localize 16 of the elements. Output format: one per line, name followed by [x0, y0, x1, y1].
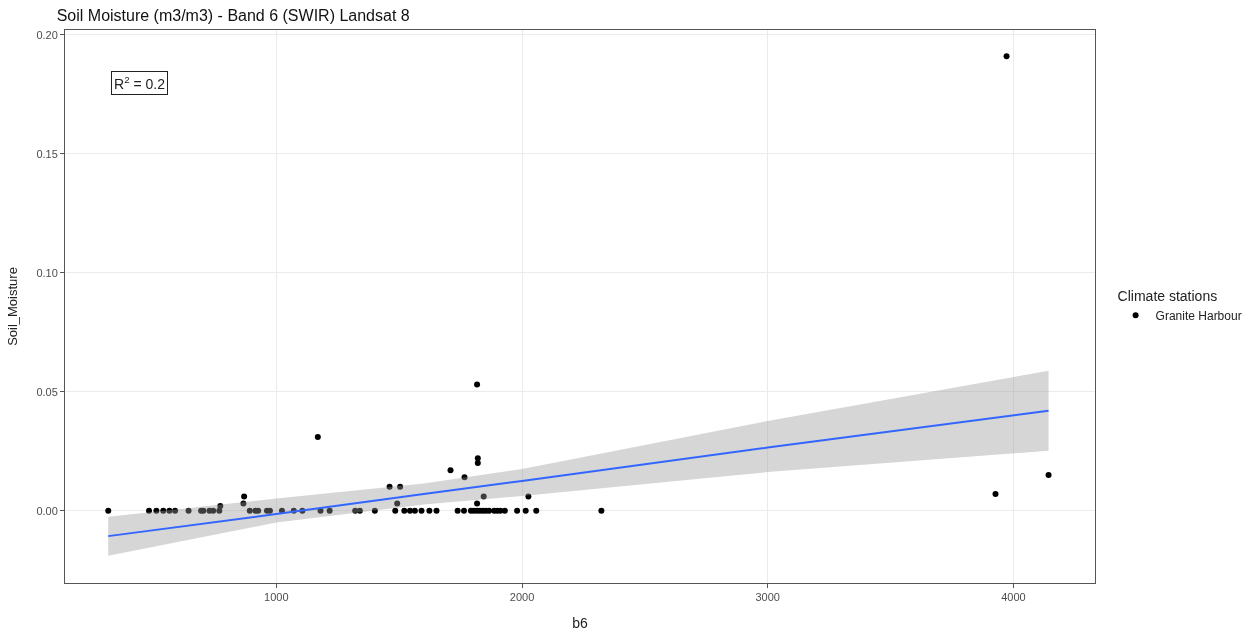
y-tick-label: 0.00 [36, 504, 58, 517]
x-tick-label: 1000 [264, 591, 289, 604]
y-tick-label: 0.10 [36, 266, 58, 279]
y-axis-title: Soil_Moisture [5, 267, 21, 346]
y-tick-label: 0.15 [36, 147, 58, 160]
x-tick-label: 4000 [1001, 591, 1026, 604]
chart-title: Soil Moisture (m3/m3) - Band 6 (SWIR) Landsat 8 [56, 6, 410, 24]
legend-label: Granite Harbour [1155, 308, 1242, 323]
y-tick-label: 0.05 [36, 385, 58, 398]
x-tick-label: 3000 [755, 591, 780, 604]
legend-title: Climate stations [1117, 287, 1218, 304]
line-series [107, 409, 1050, 538]
x-axis-title: b6 [572, 614, 588, 631]
y-tick-label: 0.20 [36, 28, 58, 41]
x-tick-label: 2000 [509, 591, 535, 604]
annotation: R$^{2}$ = 0.2 [114, 74, 166, 92]
